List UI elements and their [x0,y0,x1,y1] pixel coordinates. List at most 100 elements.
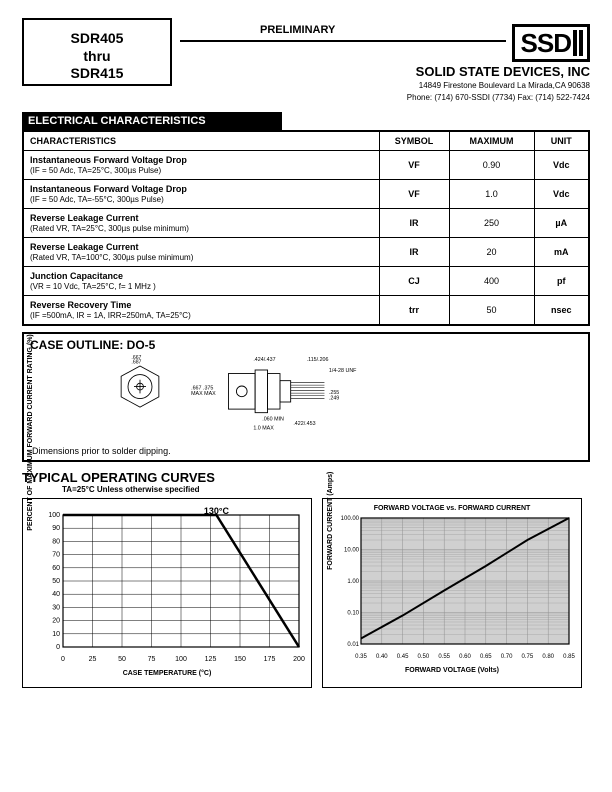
charts-row: 0255075100125150175200010203040506070809… [22,498,590,688]
chart2-title: FORWARD VOLTAGE vs. FORWARD CURRENT [329,505,575,512]
company-name: SOLID STATE DEVICES, INC [180,64,590,79]
svg-text:MAX MAX: MAX MAX [191,391,216,397]
unit-cell: nsec [534,296,589,326]
svg-text:40: 40 [52,591,60,598]
svg-text:1.0 MAX: 1.0 MAX [253,426,274,432]
table-row: Instantaneous Forward Voltage Drop(IF = … [23,151,589,180]
svg-text:150: 150 [234,656,246,663]
svg-text:125: 125 [205,656,217,663]
table-row: Junction Capacitance(VR = 10 Vdc, TA=25°… [23,267,589,296]
chart2-ylabel: FORWARD CURRENT (Amps) [327,472,334,570]
svg-text:0.10: 0.10 [347,611,359,617]
svg-text:0.75: 0.75 [522,654,534,660]
svg-text:10.00: 10.00 [344,548,360,554]
svg-text:60: 60 [52,565,60,572]
hex-front-view-icon: .667 .687 [110,354,170,414]
svg-text:0.55: 0.55 [438,654,450,660]
char-cell: Reverse Leakage Current(Rated VR, TA=100… [23,238,379,267]
svg-text:175: 175 [264,656,276,663]
svg-text:0.65: 0.65 [480,654,492,660]
case-drawings: .667 .687 .667 .375 MAX MAX .424/.437 .1… [110,354,582,437]
char-cell: Reverse Recovery Time(IF =500mA, IR = 1A… [23,296,379,326]
char-cell: Instantaneous Forward Voltage Drop(IF = … [23,180,379,209]
symbol-cell: VF [379,151,449,180]
svg-text:75: 75 [148,656,156,663]
symbol-cell: trr [379,296,449,326]
logo-text: SSD [521,28,571,59]
svg-text:0.45: 0.45 [397,654,409,660]
derating-chart: 0255075100125150175200010203040506070809… [22,498,312,688]
max-cell: 1.0 [449,180,534,209]
char-cell: Instantaneous Forward Voltage Drop(IF = … [23,151,379,180]
svg-text:200: 200 [293,656,305,663]
symbol-cell: IR [379,238,449,267]
unit-cell: pf [534,267,589,296]
title-line3: SDR415 [24,65,170,83]
chart1-svg: 0255075100125150175200010203040506070809… [29,505,305,665]
svg-text:0.60: 0.60 [459,654,471,660]
svg-text:50: 50 [118,656,126,663]
characteristics-table: CHARACTERISTICS SYMBOL MAXIMUM UNIT Inst… [22,130,590,326]
svg-text:90: 90 [52,525,60,532]
chart1-ylabel: PERCENT OF MAXIMUM FORWARD CURRENT RATIN… [27,334,34,531]
svg-text:0.70: 0.70 [501,654,513,660]
address-line2: Phone: (714) 670-SSDI (7734) Fax: (714) … [180,93,590,103]
svg-text:20: 20 [52,618,60,625]
svg-text:.422/.453: .422/.453 [293,421,315,427]
table-header-row: CHARACTERISTICS SYMBOL MAXIMUM UNIT [23,131,589,151]
unit-cell: Vdc [534,151,589,180]
max-cell: 0.90 [449,151,534,180]
part-title-box: SDR405 thru SDR415 [22,18,172,86]
svg-text:80: 80 [52,539,60,546]
case-title: CASE OUTLINE: DO-5 [30,338,582,352]
symbol-cell: VF [379,180,449,209]
section-heading: ELECTRICAL CHARACTERISTICS [22,112,282,130]
svg-text:1/4-28 UNF: 1/4-28 UNF [329,368,357,374]
svg-text:100.00: 100.00 [341,516,360,522]
header-rule [180,40,506,42]
max-cell: 250 [449,209,534,238]
chart2-xlabel: FORWARD VOLTAGE (Volts) [329,667,575,674]
case-note: Dimensions prior to solder dipping. [32,446,171,456]
svg-text:0.01: 0.01 [347,642,359,648]
col-header: CHARACTERISTICS [23,131,379,151]
unit-cell: mA [534,238,589,267]
svg-text:0: 0 [61,656,65,663]
svg-text:.060 MIN: .060 MIN [262,417,284,423]
company-block: SOLID STATE DEVICES, INC 14849 Firestone… [180,64,590,102]
col-header: SYMBOL [379,131,449,151]
svg-text:100: 100 [48,512,60,519]
preliminary-label: PRELIMINARY [260,24,506,36]
svg-text:100: 100 [175,656,187,663]
logo-bars-icon [573,30,583,56]
svg-text:130°C: 130°C [204,506,230,516]
max-cell: 20 [449,238,534,267]
svg-text:.115/.206: .115/.206 [307,357,329,363]
unit-cell: µA [534,209,589,238]
table-row: Instantaneous Forward Voltage Drop(IF = … [23,180,589,209]
header: SDR405 thru SDR415 PRELIMINARY SSD SOLID… [22,18,590,102]
svg-text:.424/.437: .424/.437 [253,357,275,363]
title-line1: SDR405 [24,30,170,48]
char-cell: Junction Capacitance(VR = 10 Vdc, TA=25°… [23,267,379,296]
max-cell: 400 [449,267,534,296]
preliminary-block: PRELIMINARY SSD SOLID STATE DEVICES, INC… [180,18,590,102]
svg-text:0.85: 0.85 [563,654,575,660]
curves-subtitle: TA=25°C Unless otherwise specified [62,485,590,494]
svg-text:10: 10 [52,631,60,638]
svg-text:25: 25 [89,656,97,663]
curves-title: TYPICAL OPERATING CURVES [22,470,590,485]
svg-text:0: 0 [56,644,60,651]
svg-text:30: 30 [52,605,60,612]
chart1-xlabel: CASE TEMPERATURE (°C) [29,670,305,677]
svg-text:.687: .687 [131,360,141,366]
table-row: Reverse Leakage Current(Rated VR, TA=100… [23,238,589,267]
svg-text:0.40: 0.40 [376,654,388,660]
table-row: Reverse Leakage Current(Rated VR, TA=25°… [23,209,589,238]
svg-text:1.00: 1.00 [347,579,359,585]
svg-text:.249: .249 [329,396,339,402]
max-cell: 50 [449,296,534,326]
col-header: MAXIMUM [449,131,534,151]
address-line1: 14849 Firestone Boulevard La Mirada,CA 9… [180,81,590,91]
vi-chart: FORWARD VOLTAGE vs. FORWARD CURRENT 0.35… [322,498,582,688]
